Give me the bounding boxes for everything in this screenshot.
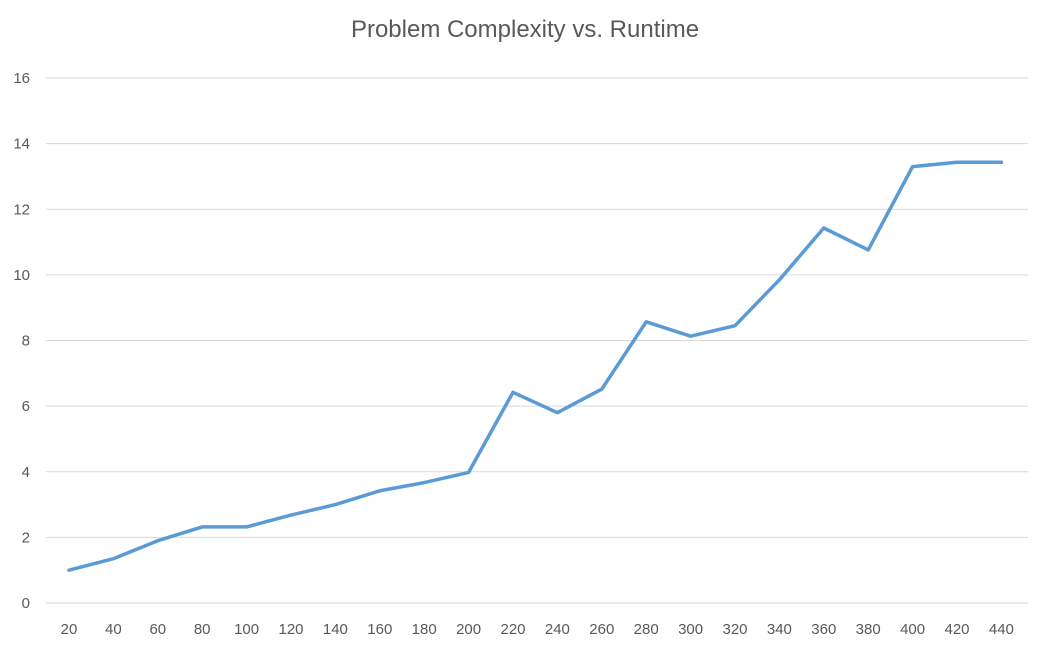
x-tick-label: 380 [856,621,881,638]
x-tick-label: 120 [278,621,303,638]
y-tick-label: 16 [13,70,30,87]
x-tick-label: 280 [634,621,659,638]
x-tick-label: 420 [944,621,969,638]
x-tick-label: 20 [61,621,78,638]
x-tick-label: 100 [234,621,259,638]
y-tick-label: 8 [22,333,30,350]
x-tick-label: 340 [767,621,792,638]
x-tick-label: 180 [412,621,437,638]
x-tick-label: 240 [545,621,570,638]
y-tick-label: 6 [22,398,30,415]
y-tick-label: 12 [13,201,30,218]
series-layer [67,160,1004,572]
x-tick-label: 140 [323,621,348,638]
x-axis-ticks: 20 40 60 80 100 120 140 160 180 200 220 240 260 280 30… [61,621,1014,638]
x-tick-label: 300 [678,621,703,638]
x-tick-label: 320 [722,621,747,638]
gridlines [46,77,1028,604]
x-tick-label: 220 [500,621,525,638]
x-tick-label: 60 [149,621,166,638]
x-tick-label: 160 [367,621,392,638]
y-tick-label: 4 [22,464,30,481]
series-line-0 [67,160,1004,572]
x-tick-label: 260 [589,621,614,638]
y-axis-ticks: 0 2 4 6 8 10 12 14 16 [13,70,30,612]
x-tick-label: 360 [811,621,836,638]
x-tick-label: 40 [105,621,122,638]
x-tick-label: 200 [456,621,481,638]
x-tick-label: 440 [989,621,1014,638]
x-tick-label: 400 [900,621,925,638]
y-tick-label: 0 [22,595,30,612]
y-tick-label: 2 [22,529,30,546]
x-tick-label: 80 [194,621,211,638]
y-tick-label: 10 [13,267,30,284]
y-tick-label: 14 [13,136,30,153]
chart-title: Problem Complexity vs. Runtime [350,16,700,43]
